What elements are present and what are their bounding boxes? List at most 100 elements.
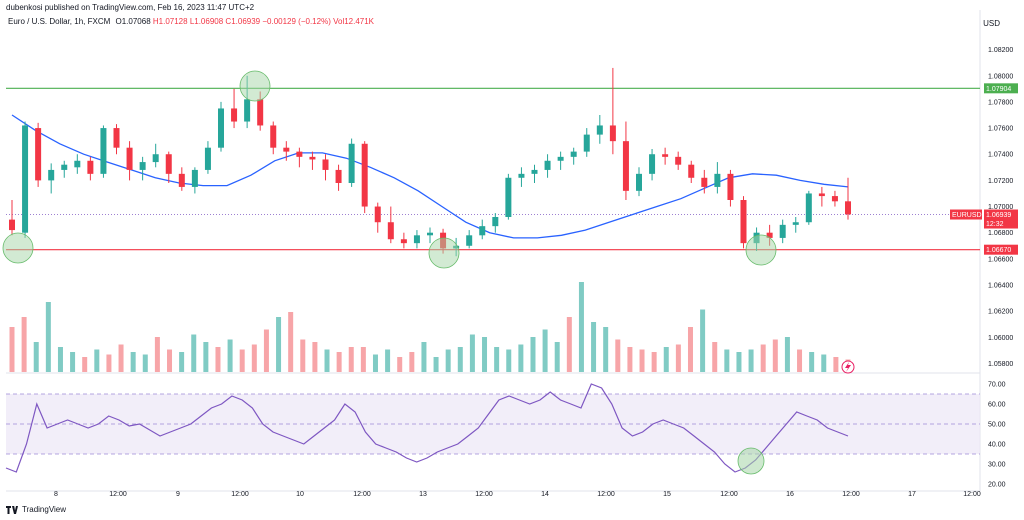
price-tick-label: 1.08200 <box>988 47 1013 54</box>
volume-bar <box>700 309 706 372</box>
low-value: L1.06908 <box>189 17 224 26</box>
rsi-tick-label: 60.00 <box>988 402 1006 409</box>
volume-bar <box>809 352 815 372</box>
volume-bar <box>518 344 524 372</box>
candle-body <box>270 125 277 148</box>
volume-bar <box>324 349 330 372</box>
price-tick-label: 1.06200 <box>988 309 1013 316</box>
volume-bar <box>615 339 621 372</box>
candle-body <box>139 162 146 170</box>
volume-bar <box>70 352 76 372</box>
candle-body <box>636 173 642 191</box>
symbol-tag: EURUSD <box>952 212 982 219</box>
rsi-highlight-circle <box>737 447 765 475</box>
volume-bar <box>239 349 245 372</box>
countdown-tag-bg <box>984 218 1018 229</box>
candle-body <box>152 154 159 163</box>
volume-bar <box>385 349 391 372</box>
volume-bar <box>57 347 63 372</box>
candle-body <box>805 193 812 223</box>
candle-body <box>61 164 68 170</box>
candle-body <box>361 143 368 207</box>
candle-body <box>427 232 433 236</box>
volume-bar <box>154 337 160 372</box>
candle-body <box>231 108 238 122</box>
highlight-circle-marker <box>2 232 34 264</box>
time-tick-label: 10 <box>296 491 304 498</box>
volume-bar <box>167 349 173 372</box>
symbol-tag-bg <box>950 209 982 220</box>
candle-body <box>9 219 15 231</box>
change-value: −0.00129 (−0.12%) <box>262 17 331 26</box>
candle-body <box>100 128 107 174</box>
rsi-tick-label: 50.00 <box>988 422 1006 429</box>
rsi-tick-label: 30.00 <box>988 462 1006 469</box>
candle-body <box>35 128 42 181</box>
price-tick-label: 1.07400 <box>988 152 1013 159</box>
volume-bar <box>457 347 463 372</box>
time-tick-label: 13 <box>419 491 427 498</box>
candle-body <box>779 224 786 238</box>
price-tick-label: 1.06400 <box>988 283 1013 290</box>
price-tick-label: 1.05800 <box>988 361 1013 368</box>
candle-body <box>845 201 851 215</box>
candle-body <box>400 239 407 244</box>
candle-body <box>727 173 734 200</box>
resistance-price-tag: 1.07904 <box>986 86 1011 93</box>
candle-body <box>675 156 682 165</box>
volume-bar <box>142 354 148 372</box>
volume-bar <box>372 354 378 372</box>
volume-bar <box>736 352 742 372</box>
candle-body <box>792 222 799 225</box>
candle-body <box>283 147 290 152</box>
volume-bar <box>554 342 560 372</box>
volume-bar <box>33 342 39 372</box>
volume-bar <box>445 349 451 372</box>
candle-body <box>348 143 355 183</box>
time-tick-label: 16 <box>786 491 794 498</box>
time-tick-label: 17 <box>908 491 916 498</box>
price-tick-label: 1.06800 <box>988 230 1013 237</box>
price-tick-label: 1.07200 <box>988 178 1013 185</box>
candle-body <box>218 108 224 148</box>
volume-bar <box>118 344 124 372</box>
candle-body <box>596 125 603 135</box>
highlight-circle-marker <box>239 70 271 102</box>
candle-body <box>126 147 133 170</box>
volume-bar <box>203 342 209 372</box>
volume-bar <box>748 349 754 372</box>
time-tick-label: 12:00 <box>963 491 981 498</box>
volume-bar <box>760 344 766 372</box>
volume-bar <box>494 347 500 372</box>
volume-bar <box>591 322 597 372</box>
footer-brand-label: TradingView <box>22 505 67 514</box>
moving-average-line <box>11 114 849 239</box>
volume-bar <box>263 329 269 372</box>
volume-bar <box>797 349 803 372</box>
volume-bar <box>627 347 633 372</box>
candle-body <box>178 173 185 187</box>
volume-bar <box>276 317 282 372</box>
candle-body <box>87 160 94 174</box>
time-tick-label: 9 <box>176 491 180 498</box>
candle-body <box>374 206 381 223</box>
volume-bar <box>312 342 318 372</box>
currency-label: USD <box>983 19 1000 28</box>
volume-bar <box>336 352 342 372</box>
candle-body <box>609 125 616 142</box>
close-value: C1.06939 <box>225 17 261 26</box>
volume-bar <box>45 302 51 372</box>
time-tick-label: 12:00 <box>109 491 127 498</box>
volume-bar <box>530 337 536 372</box>
support-price-tag-bg <box>984 244 1018 255</box>
candle-body <box>583 134 590 152</box>
volume-bar <box>300 339 306 372</box>
volume-bar <box>421 342 427 372</box>
publisher-line: dubenkosi published on TradingView.com, … <box>6 3 255 12</box>
symbol-label: Euro / U.S. Dollar, 1h, FXCM <box>8 17 111 26</box>
volume-bar <box>663 347 669 372</box>
highlight-circle-marker <box>745 234 777 266</box>
price-tick-label: 1.06000 <box>988 335 1013 342</box>
volume-bar <box>215 347 221 372</box>
